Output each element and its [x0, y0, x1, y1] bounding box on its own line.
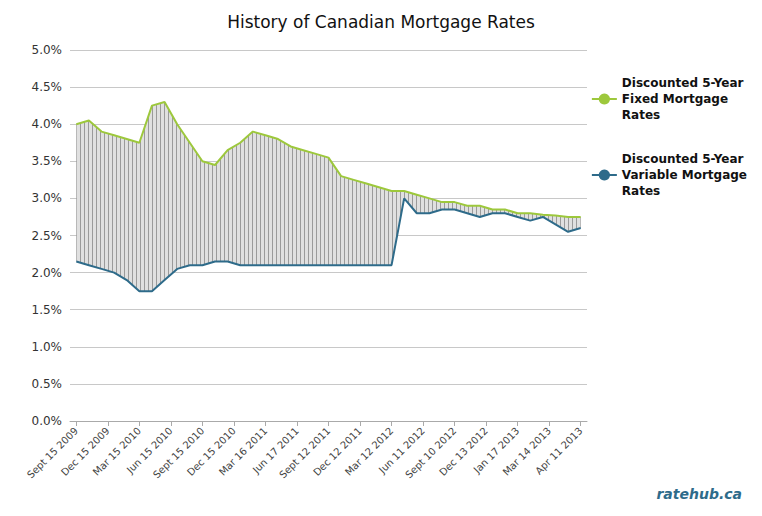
svg-text:Mar 16 2011: Mar 16 2011	[216, 425, 270, 478]
svg-text:Jan 17 2013: Jan 17 2013	[471, 425, 522, 476]
svg-text:Dec 15 2010: Dec 15 2010	[184, 425, 238, 478]
svg-text:Discounted 5-Year: Discounted 5-Year	[622, 152, 744, 166]
svg-text:Mar 12 2012: Mar 12 2012	[342, 425, 396, 478]
svg-text:0.0%: 0.0%	[32, 414, 63, 428]
svg-text:Mar 14 2013: Mar 14 2013	[500, 425, 554, 478]
svg-text:Sept 12 2011: Sept 12 2011	[277, 425, 333, 481]
svg-text:Mar 15 2010: Mar 15 2010	[90, 425, 144, 478]
svg-text:2.5%: 2.5%	[32, 229, 63, 243]
svg-text:Rates: Rates	[622, 108, 660, 122]
svg-text:1.0%: 1.0%	[32, 340, 63, 354]
svg-text:Sept 15 2010: Sept 15 2010	[151, 425, 207, 481]
svg-text:Dec 12 2011: Dec 12 2011	[311, 425, 364, 478]
svg-text:Rates: Rates	[622, 184, 660, 198]
svg-text:Variable Mortgage: Variable Mortgage	[622, 168, 747, 182]
svg-text:Jun 15 2010: Jun 15 2010	[124, 425, 175, 476]
svg-text:3.5%: 3.5%	[32, 154, 63, 168]
svg-text:3.0%: 3.0%	[32, 191, 63, 205]
svg-text:4.0%: 4.0%	[32, 117, 63, 131]
svg-text:Dec 15 2009: Dec 15 2009	[58, 425, 112, 478]
svg-text:ratehub.ca: ratehub.ca	[656, 486, 742, 502]
svg-text:Apr 11 2013: Apr 11 2013	[533, 425, 584, 476]
svg-text:5.0%: 5.0%	[32, 43, 63, 57]
svg-text:Sept 10 2012: Sept 10 2012	[403, 425, 459, 481]
svg-text:Sept 15 2009: Sept 15 2009	[24, 425, 81, 481]
svg-text:2.0%: 2.0%	[32, 266, 63, 280]
svg-text:Dec 13 2012: Dec 13 2012	[437, 425, 490, 478]
svg-text:0.5%: 0.5%	[32, 377, 63, 391]
svg-text:1.5%: 1.5%	[32, 303, 63, 317]
svg-text:4.5%: 4.5%	[32, 80, 63, 94]
svg-text:Jun 17 2011: Jun 17 2011	[250, 425, 301, 476]
svg-text:Jun 11 2012: Jun 11 2012	[376, 425, 427, 476]
svg-text:History of Canadian Mortgage R: History of Canadian Mortgage Rates	[227, 12, 535, 32]
svg-text:Discounted 5-Year: Discounted 5-Year	[622, 76, 744, 90]
svg-text:Fixed Mortgage: Fixed Mortgage	[622, 92, 728, 106]
